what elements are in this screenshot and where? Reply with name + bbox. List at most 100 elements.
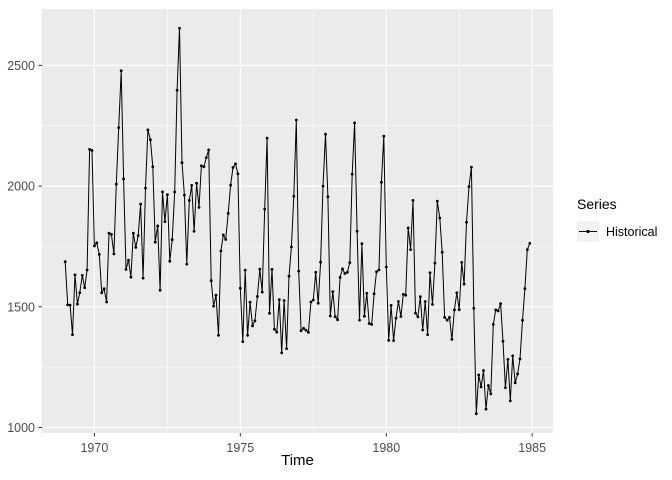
legend-key-point-icon [586,229,590,234]
data-point [226,212,230,215]
data-point [209,279,213,283]
data-point [399,315,403,318]
data-point [236,172,240,176]
data-point [212,304,216,308]
data-point [482,369,485,372]
data-point [467,185,471,189]
data-point [328,314,332,318]
data-point [448,316,451,319]
data-point [506,358,510,361]
data-point [149,138,152,142]
data-point [273,327,276,331]
data-point [513,381,517,385]
data-point [384,265,388,269]
data-point [156,224,160,228]
data-point [158,288,162,292]
data-point [421,328,425,332]
data-point [285,347,288,350]
data-point [411,199,415,202]
legend: Series Historical [577,196,657,242]
data-point [457,308,461,312]
data-point [107,231,111,235]
data-point [219,249,223,253]
data-point [178,26,181,30]
data-point [195,181,199,185]
data-point [353,121,356,125]
data-point [170,238,174,242]
data-point [477,373,481,377]
data-point [260,290,264,294]
data-point [71,333,74,336]
data-point [484,407,488,411]
data-point [307,331,310,334]
data-point [241,340,245,343]
data-point [521,318,524,322]
data-point [144,186,147,190]
data-point [97,253,101,256]
data-point [455,291,459,295]
legend-title: Series [577,196,617,212]
data-point [229,183,233,187]
data-point [76,302,79,306]
data-point [187,199,191,202]
data-point [358,318,361,322]
data-point [465,220,468,224]
data-point [217,333,220,337]
data-point [258,267,262,271]
data-point [127,258,130,262]
data-point [253,319,257,323]
data-point [122,177,125,181]
data-point [224,238,228,241]
data-point [124,268,128,271]
data-point [263,207,267,211]
data-point [338,276,342,279]
data-point [63,260,67,264]
data-point [238,286,242,290]
data-point [282,299,286,302]
data-point [314,270,318,274]
data-point [372,292,376,296]
data-point [251,324,254,328]
data-point [453,308,456,312]
data-point [346,270,349,274]
data-point [450,338,454,341]
data-point [105,300,108,304]
data-point [265,136,269,140]
y-tick-label: 2000 [7,180,35,194]
data-point [319,260,322,264]
y-tick-label: 2500 [7,59,35,73]
data-point [290,245,293,249]
data-point [268,311,271,315]
data-point [277,298,281,301]
data-point [418,295,422,299]
legend-item: Historical [577,221,657,242]
data-point [370,323,374,326]
data-point [163,220,167,224]
data-point [470,165,473,169]
data-point [192,229,196,233]
x-tick-label: 1970 [80,441,108,455]
data-point [80,274,84,277]
data-point [511,354,515,358]
x-tick-label: 1975 [226,441,254,455]
data-point [518,357,522,361]
data-point [389,304,393,307]
data-point [151,165,155,169]
data-point [141,276,145,280]
data-point [377,268,381,272]
data-point [200,164,203,168]
data-point [280,351,284,355]
data-point [392,339,395,342]
data-point [202,165,206,169]
data-point [270,268,274,271]
data-point [168,259,172,263]
data-point [231,166,235,169]
data-point [525,248,529,252]
data-point [380,180,383,184]
data-point [397,300,400,303]
data-point [487,384,490,387]
data-point [234,162,237,166]
data-point [460,261,464,264]
data-point [331,290,335,293]
data-point [136,234,140,238]
